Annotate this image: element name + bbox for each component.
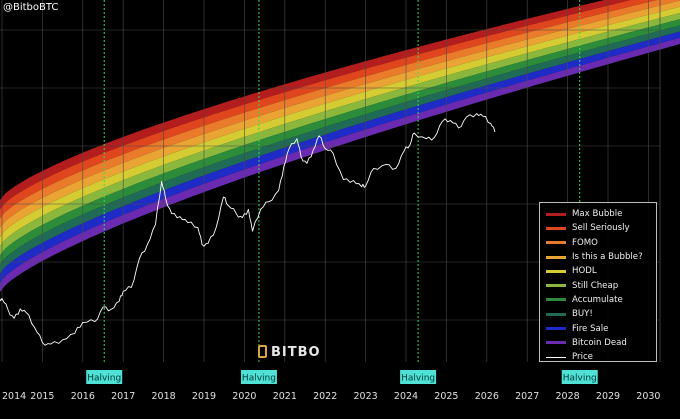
legend-label: Bitcoin Dead: [572, 337, 627, 348]
legend-label: Accumulate: [572, 294, 623, 305]
legend-label: Max Bubble: [572, 209, 623, 220]
x-tick-label: 2030: [636, 391, 660, 402]
x-tick-label: 2023: [354, 391, 378, 402]
legend-item: Is this a Bubble?: [546, 250, 651, 264]
x-tick-label: 2026: [475, 391, 499, 402]
brand-logo: BITBO: [258, 345, 321, 360]
legend-item: Sell Seriously: [546, 221, 651, 235]
legend-swatch: [546, 341, 566, 345]
legend-item: Fire Sale: [546, 321, 651, 335]
halving-label: Halving: [87, 374, 121, 384]
brand-name: BITBO: [271, 345, 321, 360]
x-tick-label: 2019: [192, 391, 216, 402]
x-tick-label: 2016: [71, 391, 95, 402]
legend-item: Price: [546, 350, 651, 364]
price-line: [0, 113, 496, 346]
legend-swatch: [546, 241, 566, 245]
x-axis: 2014 2015 2016 2017 2018 2019 2020 2021 2022 2023…: [2, 391, 660, 402]
legend-label: Fire Sale: [572, 323, 609, 334]
legend-label: FOMO: [572, 237, 598, 248]
x-tick-label: 2021: [273, 391, 297, 402]
x-tick-label: 2015: [30, 391, 54, 402]
legend-item: Max Bubble: [546, 207, 651, 221]
halving-label-box: [240, 370, 277, 384]
halving-label: Halving: [563, 374, 597, 384]
legend-label: Sell Seriously: [572, 223, 630, 234]
x-tick-label: 2029: [596, 391, 620, 402]
legend-swatch: [546, 327, 566, 331]
grid-lines: [0, 0, 661, 362]
x-tick-label: 2020: [232, 391, 256, 402]
legend-swatch: [546, 312, 566, 316]
bitbo-logo-icon: [258, 345, 267, 358]
chart-legend: Max Bubble Sell Seriously FOMO Is this a Bu…: [539, 202, 657, 362]
legend-label: Is this a Bubble?: [572, 252, 643, 263]
legend-swatch: [546, 356, 566, 358]
legend-label: HODL: [572, 266, 597, 277]
x-tick-label: 2022: [313, 391, 337, 402]
halving-label: Halving: [242, 374, 276, 384]
halving-label-box: [86, 370, 123, 384]
x-tick-label: 2027: [515, 391, 539, 402]
x-tick-label: 2028: [556, 391, 580, 402]
x-tick-label: 2017: [111, 391, 135, 402]
legend-swatch: [546, 269, 566, 273]
legend-item: FOMO: [546, 236, 651, 250]
legend-item: Accumulate: [546, 293, 651, 307]
x-tick-label: 2024: [394, 391, 418, 402]
legend-item: HODL: [546, 264, 651, 278]
legend-label: Still Cheap: [572, 280, 619, 291]
legend-item: Bitcoin Dead: [546, 336, 651, 350]
halving-markers: Halving Halving Halving Halving: [86, 0, 598, 384]
legend-swatch: [546, 212, 566, 216]
price-series: [0, 113, 496, 346]
x-tick-label: 2025: [434, 391, 458, 402]
legend-swatch: [546, 226, 566, 230]
legend-item: Still Cheap: [546, 278, 651, 292]
legend-swatch: [546, 284, 566, 288]
x-tick-label: 2014: [2, 391, 26, 402]
legend-label: Price: [572, 352, 593, 363]
source-handle: @BitboBTC: [3, 2, 59, 13]
legend-swatch: [546, 298, 566, 302]
halving-label-box: [561, 370, 598, 384]
legend-label: BUY!: [572, 309, 593, 320]
halving-label: Halving: [401, 374, 435, 384]
legend-swatch: [546, 255, 566, 259]
halving-label-box: [400, 370, 437, 384]
legend-item: BUY!: [546, 307, 651, 321]
x-tick-label: 2018: [152, 391, 176, 402]
